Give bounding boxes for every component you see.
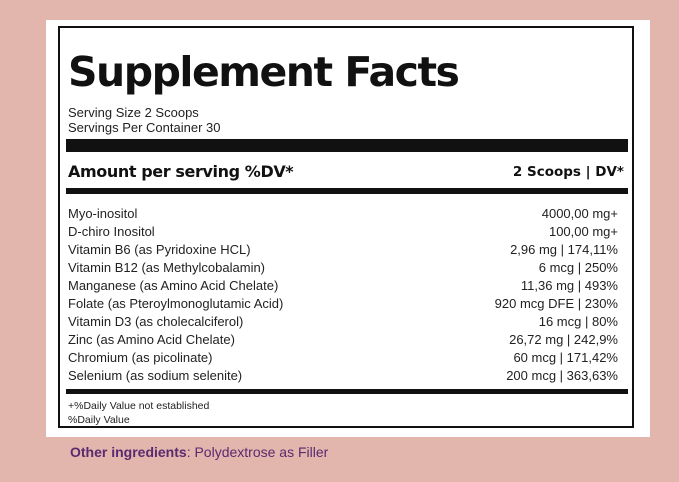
- nutrient-row: Vitamin B12 (as Methylcobalamin) 6 mcg | …: [68, 259, 618, 277]
- serving-size: Serving Size 2 Scoops: [68, 105, 199, 120]
- footnote-daily-value: %Daily Value: [68, 414, 130, 426]
- bottom-divider: [66, 389, 628, 394]
- nutrient-name: Vitamin D3 (as cholecalciferol): [68, 314, 244, 329]
- footnote-not-established: +%Daily Value not established: [68, 400, 210, 412]
- dv-column-header: 2 Scoops | DV*: [512, 164, 624, 180]
- nutrient-row: Vitamin B6 (as Pyridoxine HCL) 2,96 mg | …: [68, 241, 618, 259]
- nutrient-row: Manganese (as Amino Acid Chelate) 11,36 m…: [68, 277, 618, 295]
- nutrient-name: Selenium (as sodium selenite): [68, 368, 243, 383]
- supplement-facts-label: Supplement Facts Serving Size 2 Scoops S…: [58, 26, 634, 428]
- nutrient-name: Vitamin B12 (as Methylcobalamin): [68, 260, 266, 275]
- medium-divider: [66, 188, 628, 194]
- nutrient-amount: 11,36 mg | 493%: [520, 278, 618, 293]
- nutrient-amount: 6 mcg | 250%: [538, 260, 618, 275]
- nutrient-name: Chromium (as picolinate): [68, 350, 213, 365]
- nutrient-amount: 920 mcg DFE | 230%: [494, 296, 618, 311]
- other-ingredients-value: Polydextrose as Filler: [194, 444, 329, 460]
- nutrient-name: D-chiro Inositol: [68, 224, 155, 239]
- thick-divider: [66, 139, 628, 152]
- servings-per-container: Servings Per Container 30: [68, 120, 221, 135]
- nutrient-name: Zinc (as Amino Acid Chelate): [68, 332, 235, 347]
- nutrient-name: Folate (as Pteroylmonoglutamic Acid): [68, 296, 284, 311]
- nutrient-amount: 200 mcg | 363,63%: [506, 368, 618, 383]
- amount-per-serving-header: Amount per serving %DV*: [68, 162, 294, 181]
- other-ingredients-separator: :: [186, 444, 195, 460]
- label-title: Supplement Facts: [68, 48, 460, 96]
- nutrient-name: Myo-inositol: [68, 206, 138, 221]
- nutrient-row: D-chiro Inositol 100,00 mg+: [68, 223, 618, 241]
- nutrient-amount: 60 mcg | 171,42%: [513, 350, 618, 365]
- nutrient-row: Vitamin D3 (as cholecalciferol) 16 mcg | …: [68, 313, 618, 331]
- nutrient-row: Folate (as Pteroylmonoglutamic Acid) 920 …: [68, 295, 618, 313]
- amount-header-row: Amount per serving %DV* 2 Scoops | DV*: [68, 162, 624, 184]
- nutrient-amount: 100,00 mg+: [548, 224, 618, 239]
- nutrient-row: Chromium (as picolinate) 60 mcg | 171,42%: [68, 349, 618, 367]
- nutrient-name: Vitamin B6 (as Pyridoxine HCL): [68, 242, 251, 257]
- other-ingredients: Other ingredients: Polydextrose as Fille…: [70, 444, 328, 460]
- nutrient-amount: 16 mcg | 80%: [538, 314, 618, 329]
- supplement-panel: Supplement Facts Serving Size 2 Scoops S…: [46, 20, 650, 437]
- other-ingredients-label: Other ingredients: [70, 444, 187, 460]
- nutrient-amount: 4000,00 mg+: [541, 206, 618, 221]
- nutrient-name: Manganese (as Amino Acid Chelate): [68, 278, 279, 293]
- nutrient-row: Myo-inositol 4000,00 mg+: [68, 205, 618, 223]
- nutrient-amount: 2,96 mg | 174,11%: [510, 242, 618, 257]
- nutrient-row: Zinc (as Amino Acid Chelate) 26,72 mg | 2…: [68, 331, 618, 349]
- nutrient-list: Myo-inositol 4000,00 mg+ D-chiro Inositol 1…: [68, 205, 618, 385]
- nutrient-amount: 26,72 mg | 242,9%: [509, 332, 618, 347]
- nutrient-row: Selenium (as sodium selenite) 200 mcg | 3…: [68, 367, 618, 385]
